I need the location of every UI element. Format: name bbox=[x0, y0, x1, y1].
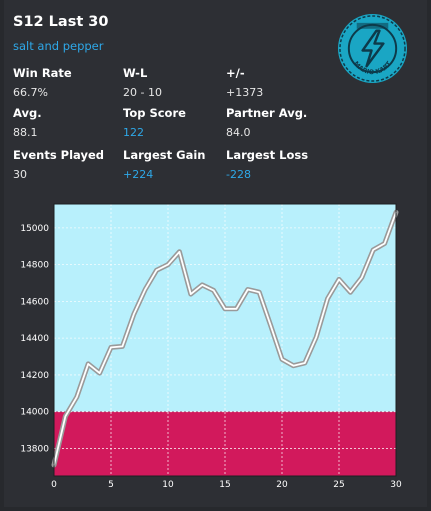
data-point bbox=[64, 415, 66, 417]
y-tick-label: 13800 bbox=[20, 444, 49, 454]
largest-gain-link[interactable]: +224 bbox=[123, 168, 154, 181]
stat-value: 84.0 bbox=[226, 126, 251, 139]
stat-label: W-L bbox=[123, 66, 148, 80]
data-point bbox=[304, 362, 306, 364]
data-point bbox=[178, 251, 180, 253]
data-point bbox=[212, 289, 214, 291]
stat-label: Largest Gain bbox=[123, 148, 206, 162]
data-point bbox=[315, 336, 317, 338]
data-point bbox=[349, 291, 351, 293]
data-point bbox=[201, 284, 203, 286]
y-tick-label: 14400 bbox=[20, 334, 49, 344]
data-point bbox=[155, 269, 157, 271]
stat-label: Win Rate bbox=[13, 66, 72, 80]
data-point bbox=[269, 324, 271, 326]
x-tick-label: 25 bbox=[333, 480, 344, 490]
data-point bbox=[190, 293, 192, 295]
top-score-link[interactable]: 122 bbox=[123, 126, 144, 139]
data-point bbox=[144, 288, 146, 290]
stat-top-score: Top Score 122 bbox=[123, 106, 233, 139]
data-point bbox=[87, 363, 89, 365]
stat-partner-avg: Partner Avg. 84.0 bbox=[226, 106, 336, 139]
stat-label: Events Played bbox=[13, 148, 104, 162]
data-point bbox=[361, 276, 363, 278]
x-tick-label: 5 bbox=[108, 480, 114, 490]
stat-w-l: W-L 20 - 10 bbox=[123, 66, 233, 99]
partner-name-link[interactable]: salt and pepper bbox=[13, 39, 104, 53]
x-tick-label: 30 bbox=[390, 480, 402, 490]
stat-value: +1373 bbox=[226, 86, 264, 99]
stat-label: Partner Avg. bbox=[226, 106, 308, 120]
mario-kart-lightning-badge-icon: MARIO KART bbox=[337, 13, 408, 84]
data-point bbox=[110, 346, 112, 348]
x-tick-label: 10 bbox=[162, 480, 174, 490]
mmr-line-chart: 0 5 10 15 20 25 30 13800 14000 14200 14400 14600 148… bbox=[20, 203, 402, 490]
data-point bbox=[247, 288, 249, 290]
stat-win-rate: Win Rate 66.7% bbox=[13, 66, 123, 99]
y-tick-label: 14200 bbox=[20, 371, 49, 381]
stat-value: 88.1 bbox=[13, 126, 38, 139]
plot-frame bbox=[53, 203, 397, 477]
y-tick-label: 15000 bbox=[20, 224, 49, 234]
data-point bbox=[235, 308, 237, 310]
stat-avg: Avg. 88.1 bbox=[13, 106, 123, 139]
series-line bbox=[53, 211, 397, 466]
data-point bbox=[224, 308, 226, 310]
data-point bbox=[383, 242, 385, 244]
data-point bbox=[133, 313, 135, 315]
stat-value: 66.7% bbox=[13, 86, 48, 99]
data-point bbox=[98, 372, 100, 374]
stat-largest-loss: Largest Loss -228 bbox=[226, 148, 336, 181]
stat-events-played: Events Played 30 bbox=[13, 148, 123, 181]
x-tick-label: 20 bbox=[276, 480, 288, 490]
stat-plus-minus: +/- +1373 bbox=[226, 66, 336, 99]
data-point bbox=[372, 249, 374, 251]
data-point bbox=[281, 358, 283, 360]
largest-loss-link[interactable]: -228 bbox=[226, 168, 251, 181]
page-title: S12 Last 30 bbox=[13, 14, 109, 30]
data-point bbox=[258, 291, 260, 293]
stat-label: Largest Loss bbox=[226, 148, 309, 162]
data-point bbox=[338, 278, 340, 280]
mmr-chart-panel: 0 5 10 15 20 25 30 13800 14000 14200 14400 14600 148… bbox=[0, 196, 427, 507]
x-tick-label: 15 bbox=[219, 480, 230, 490]
y-tick-label: 14600 bbox=[20, 297, 49, 307]
stat-value: 30 bbox=[13, 168, 27, 181]
data-point bbox=[292, 365, 294, 367]
stat-largest-gain: Largest Gain +224 bbox=[123, 148, 233, 181]
data-point bbox=[76, 396, 78, 398]
stat-value: 20 - 10 bbox=[123, 86, 162, 99]
x-tick-label: 0 bbox=[51, 480, 57, 490]
y-tick-label: 14800 bbox=[20, 261, 49, 271]
data-point bbox=[326, 297, 328, 299]
stat-label: +/- bbox=[226, 66, 245, 80]
stat-label: Avg. bbox=[13, 106, 42, 120]
data-point bbox=[167, 263, 169, 265]
stat-label: Top Score bbox=[123, 106, 186, 120]
data-point bbox=[121, 345, 123, 347]
y-tick-label: 14000 bbox=[20, 408, 49, 418]
